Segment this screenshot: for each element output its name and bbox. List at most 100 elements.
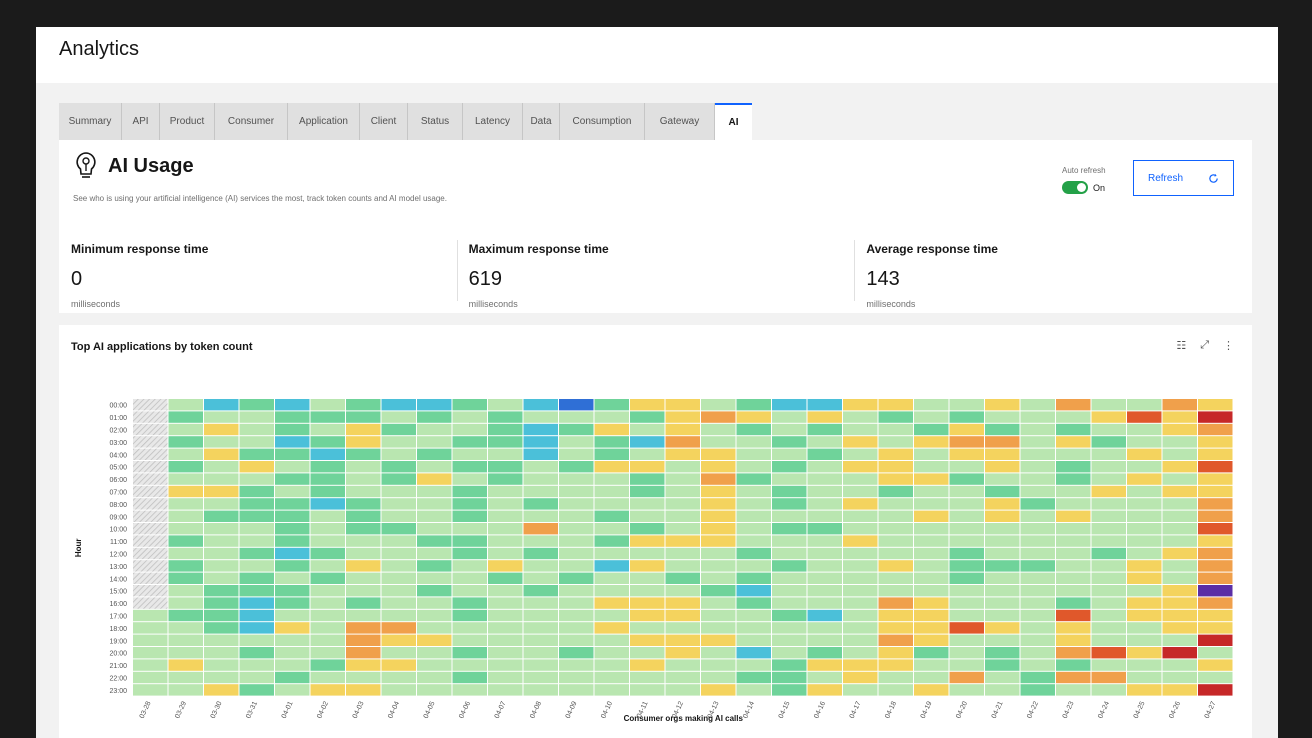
heatmap-cell[interactable] <box>133 684 168 696</box>
heatmap-cell[interactable] <box>275 535 310 547</box>
heatmap-cell[interactable] <box>1127 485 1162 498</box>
heatmap-cell[interactable] <box>133 572 168 584</box>
heatmap-cell[interactable] <box>204 609 239 622</box>
heatmap-cell[interactable] <box>346 647 381 659</box>
heatmap-cell[interactable] <box>630 622 665 634</box>
heatmap-cell[interactable] <box>559 547 594 560</box>
heatmap-cell[interactable] <box>1091 597 1127 609</box>
heatmap-cell[interactable] <box>133 560 168 572</box>
heatmap-cell[interactable] <box>559 560 594 572</box>
heatmap-cell[interactable] <box>168 523 204 535</box>
heatmap-cell[interactable] <box>1127 597 1162 609</box>
heatmap-cell[interactable] <box>1056 498 1091 510</box>
heatmap-cell[interactable] <box>949 597 985 609</box>
heatmap-cell[interactable] <box>346 473 381 485</box>
heatmap-cell[interactable] <box>985 684 1020 696</box>
heatmap-cell[interactable] <box>807 597 843 609</box>
heatmap-cell[interactable] <box>630 485 665 498</box>
heatmap-cell[interactable] <box>559 622 594 634</box>
heatmap-cell[interactable] <box>239 622 275 634</box>
heatmap-cell[interactable] <box>1162 560 1198 572</box>
heatmap-cell[interactable] <box>1091 684 1127 696</box>
heatmap-cell[interactable] <box>878 436 914 448</box>
heatmap-cell[interactable] <box>736 560 772 572</box>
heatmap-cell[interactable] <box>275 560 310 572</box>
heatmap-cell[interactable] <box>736 473 772 485</box>
heatmap-cell[interactable] <box>736 609 772 622</box>
heatmap-cell[interactable] <box>239 498 275 510</box>
heatmap-cell[interactable] <box>843 647 878 659</box>
heatmap-cell[interactable] <box>736 498 772 510</box>
heatmap-cell[interactable] <box>949 485 985 498</box>
heatmap-cell[interactable] <box>275 671 310 684</box>
heatmap-cell[interactable] <box>346 448 381 460</box>
heatmap-cell[interactable] <box>772 560 807 572</box>
heatmap-cell[interactable] <box>275 622 310 634</box>
heatmap-cell[interactable] <box>168 609 204 622</box>
heatmap-cell[interactable] <box>807 671 843 684</box>
heatmap-cell[interactable] <box>310 485 346 498</box>
heatmap-cell[interactable] <box>239 634 275 646</box>
heatmap-cell[interactable] <box>630 634 665 646</box>
heatmap-cell[interactable] <box>381 560 417 572</box>
heatmap-cell[interactable] <box>239 448 275 460</box>
heatmap-cell[interactable] <box>239 659 275 671</box>
heatmap-cell[interactable] <box>417 535 452 547</box>
heatmap-cell[interactable] <box>452 473 488 485</box>
heatmap-cell[interactable] <box>1091 523 1127 535</box>
heatmap-cell[interactable] <box>1162 411 1198 423</box>
heatmap-cell[interactable] <box>772 399 807 411</box>
heatmap-cell[interactable] <box>1091 535 1127 547</box>
heatmap-cell[interactable] <box>346 436 381 448</box>
heatmap-cell[interactable] <box>204 572 239 584</box>
heatmap-cell[interactable] <box>310 473 346 485</box>
heatmap-cell[interactable] <box>168 585 204 597</box>
heatmap-cell[interactable] <box>665 461 701 473</box>
heatmap-cell[interactable] <box>310 461 346 473</box>
heatmap-cell[interactable] <box>488 523 523 535</box>
heatmap-cell[interactable] <box>239 399 275 411</box>
heatmap-cell[interactable] <box>1198 684 1233 696</box>
heatmap-cell[interactable] <box>807 560 843 572</box>
heatmap-cell[interactable] <box>346 498 381 510</box>
heatmap-cell[interactable] <box>594 448 630 460</box>
heatmap-cell[interactable] <box>133 411 168 423</box>
heatmap-cell[interactable] <box>1198 547 1233 560</box>
heatmap-cell[interactable] <box>1020 448 1056 460</box>
heatmap-cell[interactable] <box>1020 411 1056 423</box>
heatmap-cell[interactable] <box>1020 473 1056 485</box>
heatmap-cell[interactable] <box>275 572 310 584</box>
heatmap-cell[interactable] <box>452 609 488 622</box>
heatmap-cell[interactable] <box>985 597 1020 609</box>
heatmap-cell[interactable] <box>1198 448 1233 460</box>
heatmap-cell[interactable] <box>594 684 630 696</box>
heatmap-cell[interactable] <box>1056 448 1091 460</box>
heatmap-cell[interactable] <box>949 399 985 411</box>
heatmap-cell[interactable] <box>594 399 630 411</box>
heatmap-cell[interactable] <box>1056 634 1091 646</box>
heatmap-cell[interactable] <box>630 659 665 671</box>
heatmap-cell[interactable] <box>878 609 914 622</box>
heatmap-cell[interactable] <box>1127 461 1162 473</box>
heatmap-cell[interactable] <box>701 609 736 622</box>
heatmap-cell[interactable] <box>949 411 985 423</box>
heatmap-cell[interactable] <box>843 436 878 448</box>
heatmap-cell[interactable] <box>452 411 488 423</box>
heatmap-cell[interactable] <box>488 622 523 634</box>
heatmap-cell[interactable] <box>843 523 878 535</box>
heatmap-cell[interactable] <box>239 585 275 597</box>
heatmap-cell[interactable] <box>275 634 310 646</box>
heatmap-cell[interactable] <box>630 535 665 547</box>
heatmap-cell[interactable] <box>736 510 772 522</box>
heatmap-cell[interactable] <box>204 399 239 411</box>
heatmap-cell[interactable] <box>1091 572 1127 584</box>
heatmap-cell[interactable] <box>310 609 346 622</box>
heatmap-cell[interactable] <box>133 399 168 411</box>
heatmap-cell[interactable] <box>381 547 417 560</box>
heatmap-cell[interactable] <box>1056 535 1091 547</box>
heatmap-cell[interactable] <box>1056 399 1091 411</box>
heatmap-cell[interactable] <box>346 634 381 646</box>
heatmap-cell[interactable] <box>204 448 239 460</box>
heatmap-cell[interactable] <box>594 647 630 659</box>
heatmap-cell[interactable] <box>914 585 949 597</box>
